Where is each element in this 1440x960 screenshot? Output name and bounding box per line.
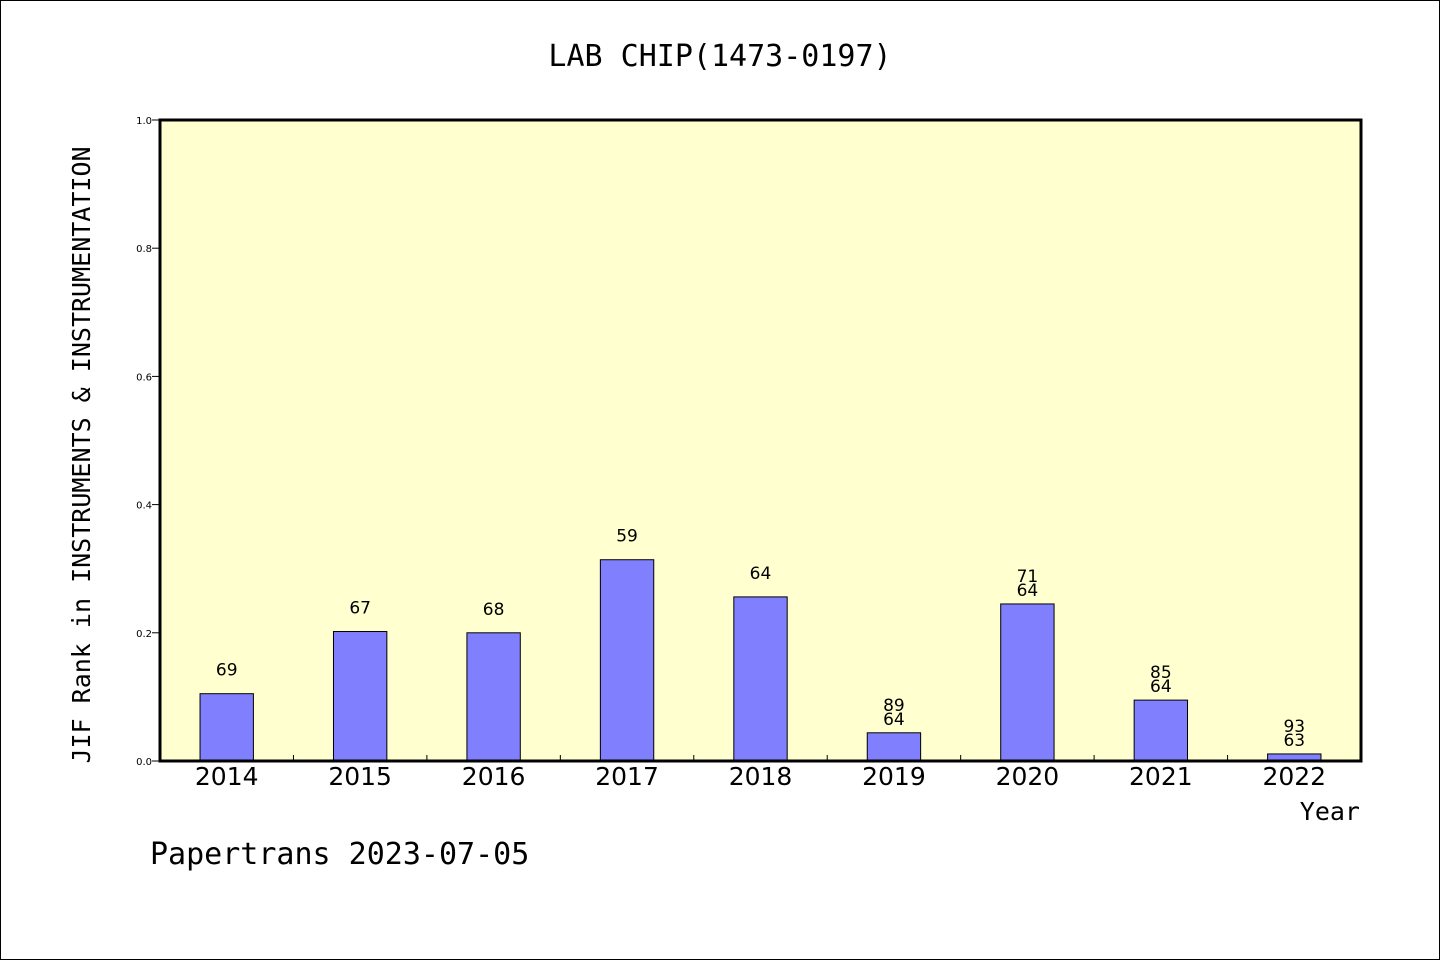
y-tick-label: 0.4 xyxy=(136,501,152,512)
x-tick-label: 2014 xyxy=(195,762,259,791)
y-tick-label: 0.8 xyxy=(136,244,152,255)
bar-2020 xyxy=(1000,603,1055,762)
x-tick-label: 2015 xyxy=(328,762,392,791)
y-tick-label: 0.2 xyxy=(136,629,152,640)
y-axis: 0.0 0.2 0.4 0.6 0.8 1.0 xyxy=(136,116,160,768)
bar-value-label: 71 xyxy=(1017,567,1039,587)
bar-2014 xyxy=(199,693,254,762)
x-axis: 2014 2015 2016 2017 2018 2019 2020 2021 2022 xyxy=(195,755,1326,791)
x-axis-title: Year xyxy=(1300,797,1360,826)
y-tick-label: 0.0 xyxy=(136,757,152,768)
bar-2021 xyxy=(1133,699,1189,762)
bar-2017 xyxy=(599,559,655,762)
chart-title: LAB CHIP(1473-0197) xyxy=(548,39,891,74)
y-tick-label: 0.6 xyxy=(136,372,152,383)
x-tick-label: 2019 xyxy=(862,762,926,791)
bar-value-label: 93 xyxy=(1283,717,1305,737)
x-tick-label: 2022 xyxy=(1262,762,1326,791)
bar-value-label: 64 xyxy=(1017,581,1039,601)
bar-value-label: 67 xyxy=(349,599,371,619)
bar-value-label: 64 xyxy=(1150,677,1172,697)
x-tick-label: 2017 xyxy=(595,762,659,791)
y-axis-title: JIF Rank in INSTRUMENTS & INSTRUMENTATIO… xyxy=(67,146,96,763)
footer-credit: Papertrans 2023-07-05 xyxy=(150,837,529,872)
bar-2018 xyxy=(733,596,788,762)
bar-value-label: 68 xyxy=(483,600,505,620)
x-tick-label: 2018 xyxy=(729,762,793,791)
x-tick-label: 2016 xyxy=(462,762,526,791)
bar-value-label: 85 xyxy=(1150,663,1172,683)
bar-2015 xyxy=(332,631,388,762)
x-tick-label: 2021 xyxy=(1129,762,1193,791)
bar-value-label: 63 xyxy=(1283,731,1305,751)
plot-border xyxy=(158,118,1363,763)
bar-value-label: 59 xyxy=(616,527,638,547)
bar-value-label: 64 xyxy=(883,710,905,730)
bar-value-label: 69 xyxy=(216,661,238,681)
bar-value-label: 89 xyxy=(883,696,905,716)
y-tick-label: 1.0 xyxy=(136,116,152,127)
bar-value-label: 64 xyxy=(750,564,772,584)
bar-2019 xyxy=(866,732,922,762)
x-tick-label: 2020 xyxy=(996,762,1060,791)
bar-2016 xyxy=(466,632,521,762)
